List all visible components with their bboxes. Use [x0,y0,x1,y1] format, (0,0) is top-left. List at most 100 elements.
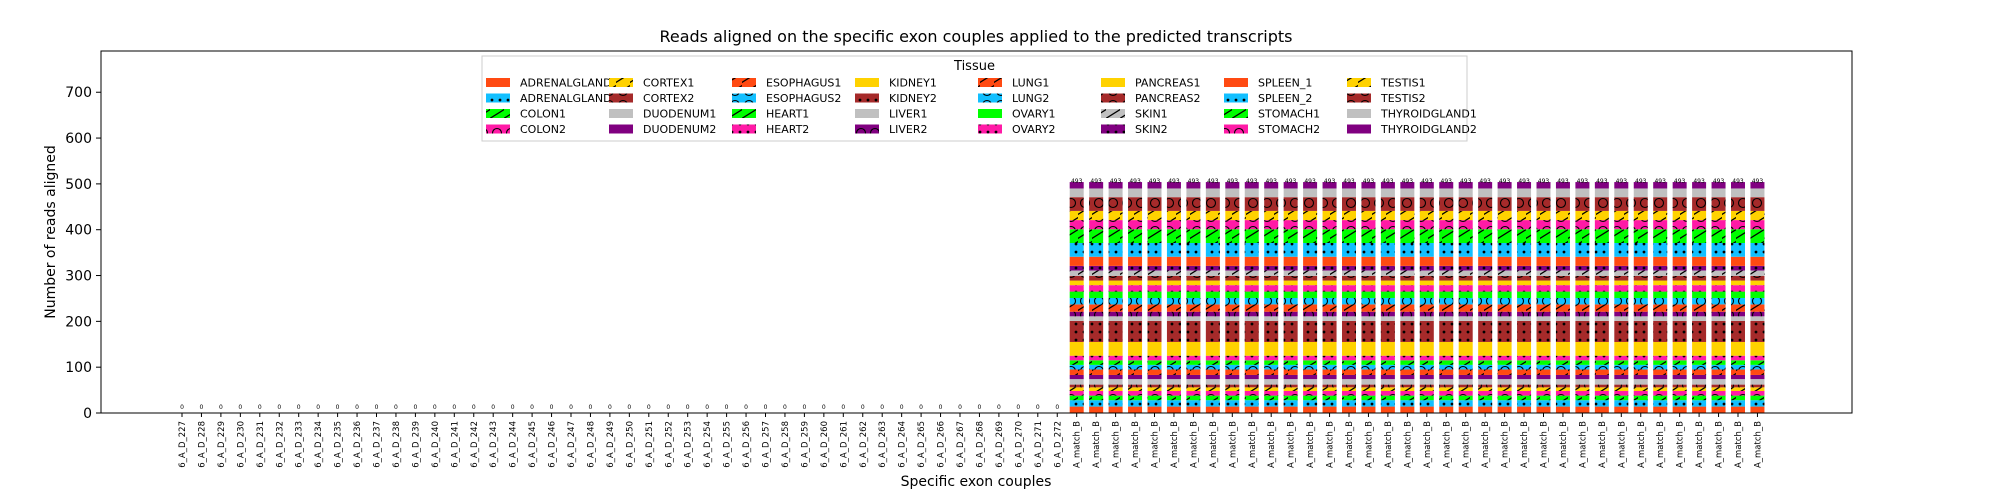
bar-segment [1517,182,1532,189]
bar-total-label: 0 [1055,404,1059,411]
bar-segment-hatch [1419,364,1434,370]
bar-segment-hatch [1128,265,1143,271]
x-tick-label: A_match_B [1267,421,1277,468]
bar-segment-hatch [1069,364,1084,370]
bar-segment-hatch [1517,210,1532,221]
legend-item: THYROIDGLAND1 [1347,108,1477,121]
bar-segment-hatch [1400,391,1415,396]
bar-segment [1128,291,1143,298]
bar-segment-hatch [1517,391,1532,396]
bar-segment [1633,188,1648,198]
bar-segment [1128,379,1143,385]
bar-segment [1108,182,1123,189]
x-tick-label: A_match_B [1598,421,1608,468]
bar-segment-hatch [1575,364,1590,370]
bar-segment-hatch [1400,369,1415,375]
bar-segment-hatch [1575,355,1590,361]
bar-segment [1497,256,1512,266]
x-tick-label: 6_A_D_271 [1034,421,1044,468]
bar-segment [1186,182,1201,189]
x-tick-label: 6_A_D_247 [567,421,577,468]
bar-segment [1303,256,1318,266]
bar-segment-hatch [1497,197,1512,211]
bar-segment-hatch [1166,387,1181,392]
bar-segment [1419,182,1434,189]
bar-segment-hatch [1322,265,1337,271]
bar-segment [1497,374,1512,380]
bar-segment-hatch [1186,364,1201,370]
bar-segment [1147,291,1162,298]
bar-segment-hatch [1711,275,1726,281]
bar-segment [1692,280,1707,286]
x-tick-label: 6_A_D_250 [625,421,635,468]
bar-segment-hatch [1342,384,1356,388]
bar-segment [1497,341,1512,356]
x-tick-label: A_match_B [1423,421,1433,468]
bar-segment [1342,182,1356,189]
legend-title: Tissue [953,59,995,74]
bar-segment [1089,406,1104,413]
bar [1166,182,1181,413]
bar-total-label: 0 [841,404,845,411]
bar-total-label: 0 [511,404,515,411]
bar-segment [1731,291,1745,298]
bar-segment-hatch [1380,355,1395,361]
legend-swatch [1101,78,1125,87]
bar-segment [1750,374,1765,380]
bar-segment-hatch [1303,265,1318,271]
bar-segment-hatch [1419,285,1434,292]
bar-segment-hatch [1264,369,1279,375]
bar-segment [1692,291,1707,298]
bar-total-label: 0 [919,404,923,411]
bar-segment-hatch [1555,265,1570,271]
bar-segment [1731,379,1745,385]
bar-segment [1166,280,1181,286]
bar-segment-hatch [1147,229,1162,243]
bar-segment-hatch [1633,270,1648,276]
bar-segment-hatch [1303,391,1318,396]
bar-segment-hatch [1283,297,1298,305]
bar [1186,182,1201,413]
bar [1147,182,1162,413]
legend-label: ESOPHAGUS2 [766,92,841,105]
bar-segment-hatch [1458,311,1473,317]
bar-segment-hatch [1361,387,1376,392]
bar-segment-hatch [1108,285,1123,292]
bar [1458,182,1473,413]
legend-swatch-hatch [732,124,756,134]
bar-segment-hatch [1458,387,1473,392]
bar-segment-hatch [1614,391,1629,396]
bar-segment [1342,280,1356,286]
bar-segment [1147,374,1162,380]
bar-segment-hatch [1303,304,1318,312]
bar-segment [1186,374,1201,380]
bar-segment-hatch [1283,197,1298,211]
bar-segment-hatch [1633,320,1648,342]
legend-label: CORTEX2 [643,92,694,105]
bar-segment-hatch [1478,210,1493,221]
bar-segment [1633,256,1648,266]
bar-segment-hatch [1536,270,1551,276]
bar-segment-hatch [1633,242,1648,257]
bar-segment-hatch [1380,197,1395,211]
bar-segment [1653,406,1668,413]
bar-segment-hatch [1166,355,1181,361]
x-tick-label: A_match_B [1326,421,1336,468]
legend-item: CORTEX2 [609,92,694,105]
bar-total-label: 0 [413,404,417,411]
x-tick-label: 6_A_D_239 [411,421,421,468]
legend-label: LIVER2 [889,123,928,136]
bar-total-label: 0 [491,404,495,411]
x-tick-label: 6_A_D_227 [178,421,188,468]
x-tick-label: 6_A_D_262 [859,421,869,468]
bar-segment-hatch [1575,220,1590,230]
bar-segment-hatch [1731,197,1745,211]
bar-segment-hatch [1750,285,1765,292]
bar-segment [1711,256,1726,266]
bar-segment-hatch [1633,355,1648,361]
x-tick-label: 6_A_D_268 [975,421,985,468]
x-tick-label: A_match_B [1151,421,1161,468]
bar-segment-hatch [1555,304,1570,312]
bar-segment-hatch [1536,220,1551,230]
bar-segment-hatch [1342,304,1356,312]
